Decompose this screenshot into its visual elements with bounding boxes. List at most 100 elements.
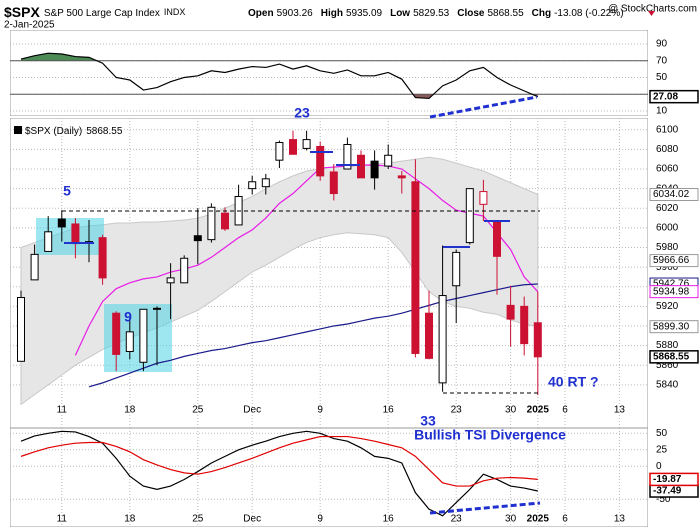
candle-body: [193, 235, 202, 242]
x-tick-label: 2025: [527, 405, 550, 416]
candle-body: [98, 237, 107, 279]
candle-body: [506, 304, 515, 320]
value-label: -37.49: [653, 486, 682, 497]
candle-body: [370, 160, 379, 179]
candle-body: [329, 171, 338, 195]
series-line: [20, 435, 538, 487]
y-tick-label: 25: [656, 444, 668, 455]
panel-frame: [10, 428, 648, 527]
panel: 907050301027.08: [10, 30, 699, 117]
x-tick-label: Dec: [243, 405, 261, 416]
header-symbol: $SPX S&P 500 Large Cap Index INDX: [4, 4, 185, 20]
x-tick-label: 11: [57, 514, 68, 525]
date: 2-Jan-2025: [4, 20, 55, 31]
value-box: [649, 472, 699, 487]
y-tick-label: 90: [656, 39, 668, 50]
quote-label: Close: [457, 8, 485, 19]
value-box: [649, 350, 699, 364]
panel: 50 25 0 -50 11 18 25 Dec 9 16 23 30 2025 6 13 -37.49-19…: [10, 428, 699, 527]
quote: Open 5903.26 High 5935.09 Low 5829.53 Close 586…: [248, 8, 624, 19]
y-tick-label: 50: [656, 72, 668, 83]
series-line: [20, 52, 539, 100]
tsi-divergence: [429, 501, 541, 515]
value-label: 6034.02: [653, 189, 690, 200]
x-tick-label: 13: [614, 514, 626, 525]
value-label: 5966.66: [653, 255, 690, 266]
annotation: 40 RT ?: [548, 374, 599, 390]
x-tick-label: 30: [505, 514, 517, 525]
quote-label: High: [321, 8, 343, 19]
quote-label: Chg: [532, 8, 551, 19]
legend-value: 5868.55: [86, 126, 123, 137]
y-tick-label: 5960: [656, 262, 679, 273]
quote-value: -13.08 (-0.22%): [554, 8, 623, 19]
quote-value: 5829.53: [413, 8, 450, 19]
y-tick-label: 6020: [656, 203, 679, 214]
x-tick-label: 6: [562, 514, 568, 525]
x-tick-label: 9: [317, 514, 323, 525]
rsi-divergence: [429, 95, 538, 119]
quote-label: Low: [390, 8, 410, 19]
quote-value: 5903.26: [277, 8, 314, 19]
x-tick-label: 11: [57, 405, 68, 416]
y-tick-label: 50: [656, 428, 668, 439]
candle-body: [533, 322, 542, 358]
panel: 6100608060606040602060005980596059405920…: [10, 118, 699, 428]
x-tick-label: 25: [192, 405, 204, 416]
value-box: [649, 89, 699, 104]
candle-body: [493, 221, 501, 257]
y-tick-label: -50: [656, 494, 671, 505]
candle-body: [166, 277, 175, 284]
annotation: 5: [63, 183, 71, 199]
legend-swatch: [14, 126, 22, 134]
y-tick-label: 6080: [656, 144, 679, 155]
candle-body: [384, 154, 393, 167]
x-tick-label: 18: [124, 514, 136, 525]
annotation: 23: [294, 105, 310, 121]
plot-area: [10, 30, 648, 116]
candle-body: [44, 231, 53, 252]
value-box: [649, 254, 699, 268]
candle-body: [17, 297, 25, 362]
y-tick-label: 5880: [656, 340, 679, 351]
candle-body: [465, 188, 474, 244]
x-tick-label: 9: [317, 405, 323, 416]
value-label: 5899.30: [653, 321, 690, 332]
exchange: INDX: [164, 7, 186, 17]
candle-body: [479, 191, 488, 205]
symbol: $SPX: [4, 4, 40, 20]
legend-text: $SPX (Daily): [25, 126, 82, 137]
plot-area: [10, 118, 648, 428]
overbought-fill: [21, 53, 538, 61]
quote-value: 5868.55: [487, 8, 524, 19]
x-tick-label: 2025: [527, 514, 550, 525]
value-label: 5934.98: [653, 286, 690, 297]
y-tick-label: 5840: [656, 379, 679, 390]
x-tick-label: 6: [562, 405, 568, 416]
plot-area: [10, 428, 648, 527]
quote-label: Open: [248, 8, 274, 19]
value-label: 5868.55: [653, 351, 690, 362]
x-tick-label: Dec: [243, 514, 261, 525]
value-box: [649, 285, 699, 299]
candle-body: [452, 251, 461, 287]
value-box: [649, 320, 699, 334]
candle-body: [343, 143, 352, 170]
series-line: [20, 430, 538, 517]
series-line: [88, 283, 538, 388]
change-arrow: [648, 11, 655, 16]
x-tick-label: 16: [383, 514, 395, 525]
annotation: 9: [124, 309, 132, 325]
candle-body: [275, 142, 284, 161]
annotation: Bullish TSI Divergence: [414, 427, 566, 443]
candle-body: [207, 206, 216, 241]
annotation: 33: [420, 413, 436, 429]
candle-body: [112, 312, 121, 355]
series-line: [74, 164, 539, 356]
candle-body: [438, 295, 447, 384]
candle-body: [125, 331, 134, 352]
source: @ StockCharts.com: [608, 4, 697, 15]
value-label: 27.08: [653, 91, 678, 102]
y-tick-label: 6000: [656, 223, 679, 234]
